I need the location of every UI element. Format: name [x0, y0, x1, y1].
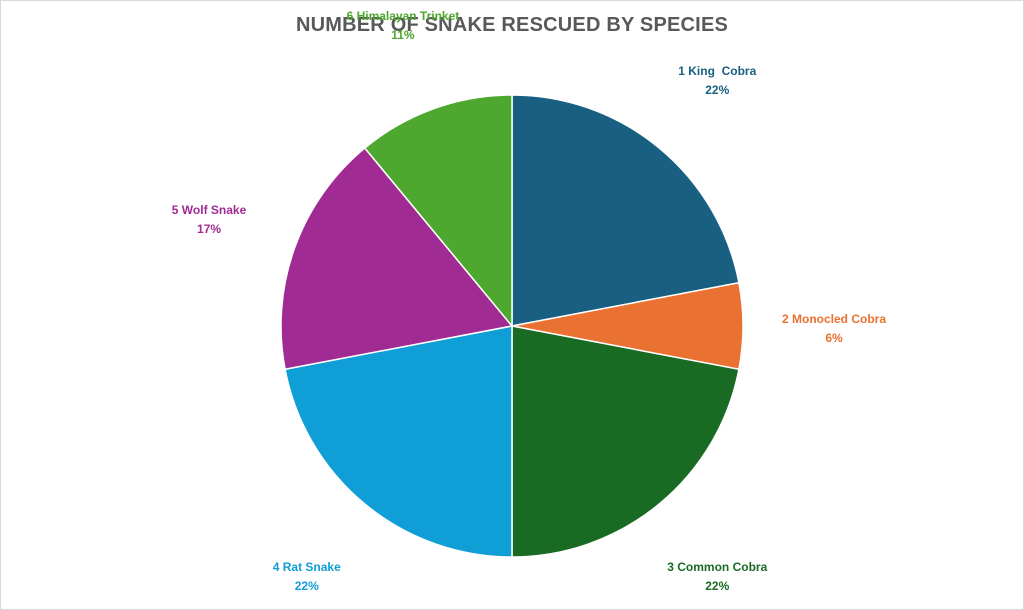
slice-percent-label: 22%	[705, 579, 729, 593]
slice-category-label: 1 King Cobra	[678, 64, 756, 78]
slice-category-label: 5 Wolf Snake	[172, 203, 247, 217]
slice-label-6: 6 Himalayan Trinket 11%	[347, 9, 460, 42]
slice-category-label: 3 Common Cobra	[667, 560, 767, 574]
slice-label-4: 4 Rat Snake 22%	[273, 560, 341, 593]
slice-percent-label: 6%	[825, 331, 843, 345]
slice-percent-label: 22%	[295, 579, 319, 593]
slice-label-1: 1 King Cobra 22%	[678, 64, 756, 97]
chart-title: NUMBER OF SNAKE RESCUED BY SPECIES	[295, 14, 729, 36]
pie-slice-5	[280, 146, 514, 371]
slice-category-label: 2 Monocled Cobra	[782, 312, 886, 326]
pie-slice-6	[363, 94, 513, 329]
slice-label-2: 2 Monocled Cobra 6%	[782, 312, 886, 345]
slice-label-3: 3 Common Cobra 22%	[667, 560, 767, 593]
slice-percent-label: 11%	[391, 28, 415, 42]
slice-category-label: 6 Himalayan Trinket	[347, 9, 460, 23]
slice-percent-label: 22%	[705, 83, 729, 97]
slice-percent-label: 17%	[197, 222, 221, 236]
pie-slice-3	[511, 325, 740, 558]
slice-label-5: 5 Wolf Snake 17%	[172, 203, 247, 236]
slice-category-label: 4 Rat Snake	[273, 560, 341, 574]
pie-slice-1	[511, 94, 740, 327]
pie-slice-4	[284, 325, 513, 558]
